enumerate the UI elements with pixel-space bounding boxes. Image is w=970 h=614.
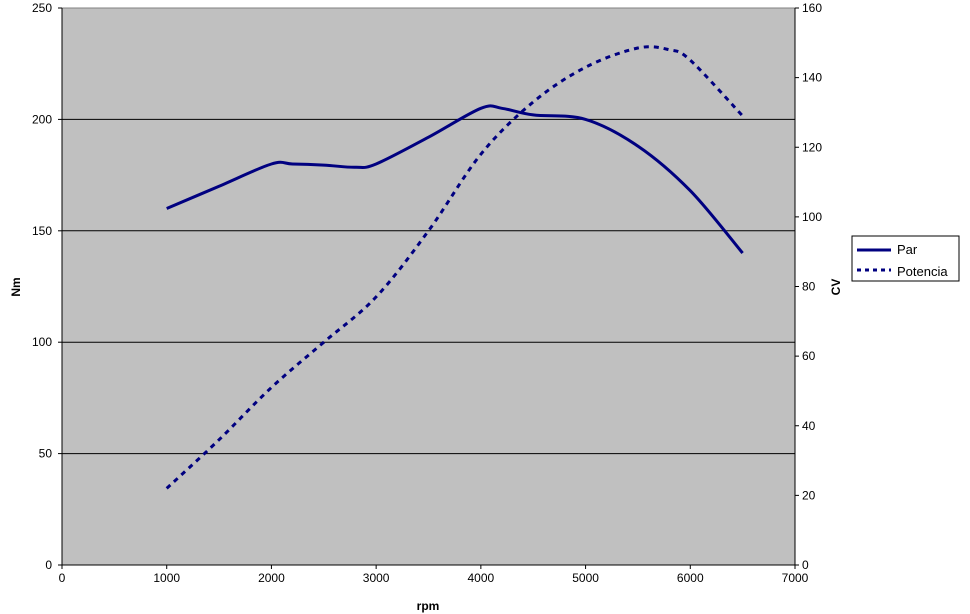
y2-axis-ticks: 0 20 40 60 80 100 120 140 160 — [795, 1, 822, 572]
y2-axis-title: CV — [829, 279, 843, 296]
y-tick-label: 200 — [32, 112, 52, 126]
y-axis-title: Nm — [9, 277, 23, 296]
x-tick-label: 6000 — [677, 571, 704, 585]
legend-label-potencia: Potencia — [897, 264, 948, 279]
y2-tick-label: 0 — [802, 558, 809, 572]
legend-box — [851, 235, 960, 282]
y2-tick-label: 120 — [802, 140, 822, 154]
x-tick-label: 5000 — [572, 571, 599, 585]
y2-tick-label: 160 — [802, 1, 822, 15]
y2-tick-label: 80 — [802, 280, 816, 294]
x-tick-label: 2000 — [258, 571, 285, 585]
legend-label-par: Par — [897, 242, 918, 257]
y2-tick-label: 20 — [802, 488, 816, 502]
x-tick-label: 7000 — [782, 571, 809, 585]
x-tick-label: 4000 — [468, 571, 495, 585]
x-tick-label: 0 — [59, 571, 66, 585]
y-axis-ticks: 0 50 100 150 200 250 — [32, 1, 62, 572]
legend: Par Potencia — [851, 235, 960, 282]
series-line-par — [166, 104, 744, 255]
y-tick-label: 100 — [32, 335, 52, 349]
series-layer — [165, 45, 744, 490]
y2-tick-label: 100 — [802, 210, 822, 224]
series-line-potencia — [165, 45, 744, 490]
x-axis-title: rpm — [417, 599, 440, 613]
y2-tick-label: 40 — [802, 419, 816, 433]
y2-tick-label: 60 — [802, 349, 816, 363]
x-tick-label: 1000 — [153, 571, 180, 585]
y2-tick-label: 140 — [802, 71, 822, 85]
y-tick-label: 150 — [32, 224, 52, 238]
y-tick-label: 0 — [45, 558, 52, 572]
plot-area — [61, 7, 796, 566]
x-tick-label: 3000 — [363, 571, 390, 585]
gridlines — [62, 118, 795, 455]
y-tick-label: 250 — [32, 1, 52, 15]
y-tick-label: 50 — [39, 447, 53, 461]
x-axis-ticks: 0 1000 2000 3000 4000 5000 6000 7000 — [59, 565, 809, 585]
